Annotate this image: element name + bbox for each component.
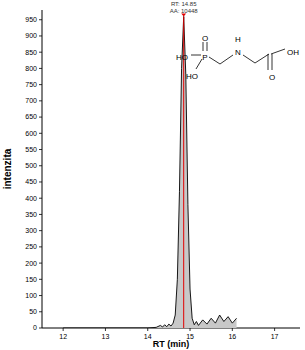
plot-area <box>63 16 236 328</box>
y-tick <box>39 133 42 134</box>
y-tick <box>39 181 42 182</box>
bond <box>243 55 255 63</box>
atom-label: O <box>269 73 275 82</box>
atom-label: N <box>235 48 241 57</box>
bond <box>196 59 202 69</box>
y-tick <box>39 246 42 247</box>
y-tick-label: 50 <box>29 308 37 315</box>
y-tick-label: 950 <box>25 16 37 23</box>
y-tick <box>39 165 42 166</box>
x-tick-label: 17 <box>271 333 279 340</box>
bond <box>268 54 269 70</box>
peak-annotation: RT: 14.85 <box>171 1 197 7</box>
y-tick-label: 500 <box>25 162 37 169</box>
atom-label: P <box>202 53 207 62</box>
x-tick <box>274 328 275 331</box>
y-tick <box>39 68 42 69</box>
atom-label: HO <box>176 53 188 62</box>
atom-label: HO <box>186 72 198 81</box>
y-tick-label: 200 <box>25 260 37 267</box>
atom-label: OH <box>287 48 299 57</box>
y-axis <box>42 10 43 328</box>
peak-area <box>63 16 236 328</box>
y-tick-label: 0 <box>33 324 37 331</box>
x-axis-label: RT (min) <box>153 339 190 349</box>
y-tick-label: 900 <box>25 32 37 39</box>
y-tick-label: 550 <box>25 146 37 153</box>
x-tick-label: 16 <box>228 333 236 340</box>
x-tick-label: 13 <box>102 333 110 340</box>
y-tick <box>39 149 42 150</box>
y-tick-label: 650 <box>25 113 37 120</box>
x-tick <box>147 328 148 331</box>
y-tick-label: 250 <box>25 243 37 250</box>
y-tick <box>39 100 42 101</box>
y-tick <box>39 295 42 296</box>
atom-label: O <box>202 34 208 43</box>
y-tick <box>39 84 42 85</box>
y-tick-label: 850 <box>25 49 37 56</box>
y-tick-label: 100 <box>25 292 37 299</box>
bond <box>220 55 233 64</box>
y-tick-label: 700 <box>25 97 37 104</box>
chart: 0 50 100 150 200 250 300 350 400 450 500 550 600 650 7… <box>0 0 305 350</box>
y-tick <box>39 279 42 280</box>
y-tick <box>39 230 42 231</box>
bond <box>271 49 285 54</box>
x-tick-label: 12 <box>59 333 67 340</box>
bond <box>272 54 273 70</box>
y-tick <box>39 214 42 215</box>
y-tick-label: 350 <box>25 211 37 218</box>
x-tick <box>105 328 106 331</box>
y-tick <box>39 311 42 312</box>
bond <box>203 42 204 51</box>
y-tick <box>39 198 42 199</box>
x-tick <box>190 328 191 331</box>
y-tick <box>39 117 42 118</box>
bond <box>191 55 201 56</box>
peak-line <box>183 16 184 328</box>
y-tick <box>39 35 42 36</box>
y-tick-label: 300 <box>25 227 37 234</box>
bond <box>207 42 208 51</box>
y-tick <box>39 263 42 264</box>
y-tick-label: 400 <box>25 195 37 202</box>
y-tick-label: 450 <box>25 178 37 185</box>
x-tick <box>232 328 233 331</box>
atom-label: H <box>235 35 241 44</box>
y-tick <box>39 52 42 53</box>
y-axis-label: intenzita <box>2 148 13 189</box>
x-tick-label: 14 <box>144 333 152 340</box>
y-tick <box>39 328 42 329</box>
y-tick-label: 800 <box>25 65 37 72</box>
y-tick-label: 150 <box>25 276 37 283</box>
y-tick-label: 750 <box>25 81 37 88</box>
y-tick-label: 600 <box>25 130 37 137</box>
x-tick <box>63 328 64 331</box>
structure: O P HO HO HN O OH <box>176 34 299 82</box>
bond <box>209 57 220 64</box>
peak-annotation: AA: 10448 <box>170 8 199 14</box>
y-tick <box>39 19 42 20</box>
signal-line <box>63 16 236 328</box>
bond <box>255 54 269 63</box>
